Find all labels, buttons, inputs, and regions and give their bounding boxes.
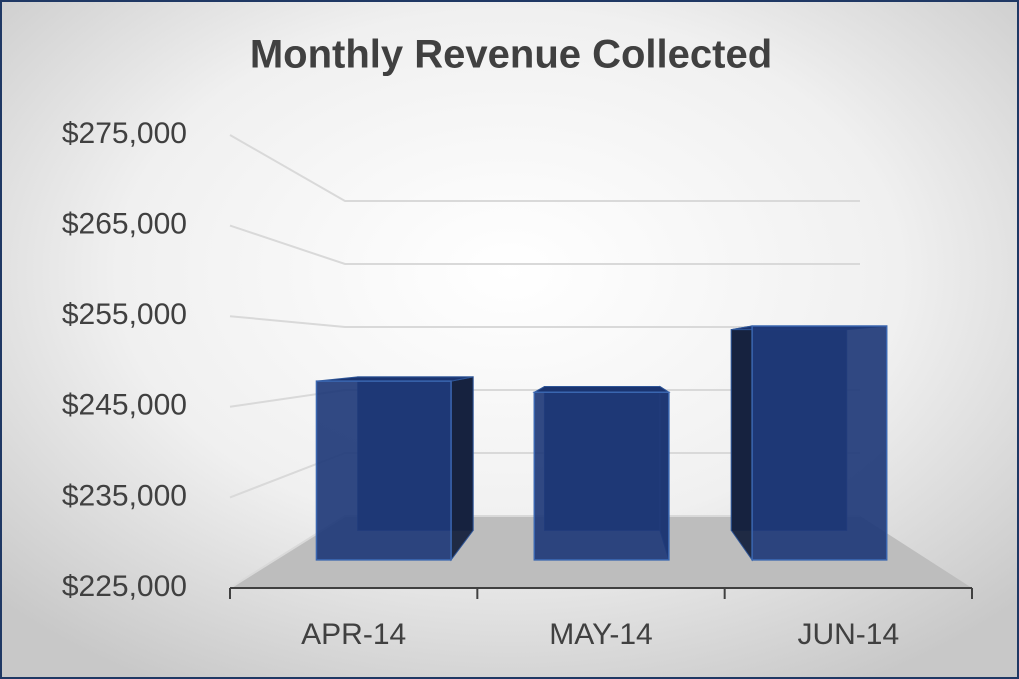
grid-line [229,315,860,328]
chart-title: Monthly Revenue Collected [250,33,772,77]
bar-front [751,325,888,561]
bar-side [450,376,474,562]
grid-line [229,224,860,265]
bar-top [532,386,671,393]
bar-front [315,380,452,561]
y-tick-label: $275,000 [62,117,187,150]
x-tick-label: JUN-14 [797,618,899,651]
y-tick-label: $225,000 [62,570,187,603]
bar-side [730,325,753,562]
y-tick-label: $235,000 [62,479,187,512]
x-tick-label: MAY-14 [549,618,652,651]
y-tick-label: $245,000 [62,389,187,422]
x-tick-label: APR-14 [301,618,406,651]
grid-line [229,134,860,202]
bar-front [533,391,670,561]
y-tick-label: $255,000 [62,298,187,331]
y-tick-label: $265,000 [62,208,187,241]
